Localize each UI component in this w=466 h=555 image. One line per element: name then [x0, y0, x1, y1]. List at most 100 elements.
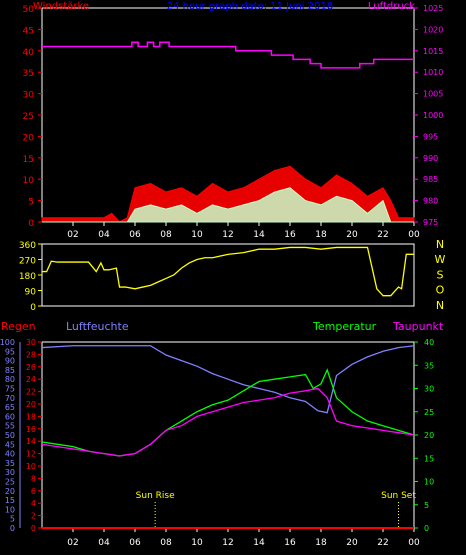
compass-label: S [437, 268, 444, 281]
compass-label: O [436, 284, 445, 297]
rain-tick-label: 18 [26, 412, 36, 421]
humidity-tick-label: 55 [5, 422, 15, 431]
rain-tick-label: 22 [26, 388, 36, 397]
humidity-tick-label: 65 [5, 403, 15, 412]
humidity-series [41, 345, 415, 414]
pressure-tick-label: 1000 [423, 111, 443, 120]
compass-label: N [436, 299, 444, 312]
wind-axis-title: Windstärke [33, 1, 89, 12]
temp-humidity-chart: Regen Luftfeuchte Temperatur Taupunkt 02… [0, 320, 444, 548]
time-tick-label: 12 [222, 538, 233, 548]
humidity-tick-label: 35 [5, 459, 15, 468]
temperature-tick-label: 30 [424, 385, 434, 394]
time-tick-label: 22 [377, 538, 388, 548]
rain-tick-label: 2 [31, 512, 36, 521]
pressure-tick-label: 990 [423, 154, 438, 163]
rain-tick-label: 4 [31, 499, 36, 508]
wind-tick-label: 15 [23, 155, 34, 165]
humidity-tick-label: 95 [5, 347, 15, 356]
humidity-tick-label: 45 [5, 440, 15, 449]
pressure-tick-label: 1025 [423, 4, 443, 13]
compass-label: N [436, 238, 444, 251]
direction-tick-label: 90 [25, 288, 37, 298]
rain-tick-label: 10 [26, 462, 36, 471]
pressure-tick-label: 1005 [423, 90, 443, 99]
pressure-tick-label: 985 [423, 175, 438, 184]
rain-tick-label: 0 [31, 524, 36, 533]
pressure-tick-label: 1015 [423, 47, 443, 56]
temperature-tick-label: 10 [424, 478, 434, 487]
time-tick-label: 06 [129, 538, 141, 548]
humidity-tick-label: 90 [5, 357, 15, 366]
time-tick-label: 12 [222, 230, 233, 240]
wind-series [42, 187, 414, 223]
rain-tick-label: 24 [26, 375, 36, 384]
rain-tick-label: 30 [26, 338, 36, 347]
humidity-tick-label: 40 [5, 450, 15, 459]
temperature-tick-label: 20 [424, 431, 434, 440]
time-tick-label: 10 [191, 230, 203, 240]
temp-humidity-frame [41, 341, 415, 529]
pressure-tick-label: 1020 [423, 25, 443, 34]
time-tick-label: 18 [315, 230, 327, 240]
humidity-tick-label: 10 [5, 505, 15, 514]
direction-tick-label: 360 [19, 241, 36, 251]
wind-direction-frame [41, 243, 415, 307]
wind-tick-label: 30 [23, 91, 35, 101]
temperature-series [41, 368, 415, 457]
humidity-tick-label: 75 [5, 385, 15, 394]
time-tick-label: 00 [408, 230, 420, 240]
compass-label: W [435, 253, 446, 266]
rain-tick-label: 12 [26, 450, 36, 459]
time-tick-label: 02 [67, 538, 78, 548]
pressure-tick-label: 1010 [423, 68, 443, 77]
temperature-tick-label: 0 [424, 524, 429, 533]
humidity-tick-label: 0 [10, 524, 15, 533]
time-tick-label: 14 [253, 230, 265, 240]
humidity-tick-label: 80 [5, 375, 15, 384]
direction-tick-label: 270 [19, 257, 36, 267]
pressure-tick-label: 980 [423, 197, 438, 206]
time-tick-label: 06 [129, 230, 141, 240]
humidity-axis-title: Luftfeuchte [66, 320, 129, 333]
time-tick-label: 22 [377, 230, 388, 240]
rain-tick-label: 20 [26, 400, 36, 409]
wind-tick-label: 50 [23, 5, 35, 15]
humidity-tick-label: 85 [5, 366, 15, 375]
time-tick-label: 04 [98, 230, 110, 240]
humidity-tick-label: 100 [0, 338, 15, 347]
wind-tick-label: 35 [23, 69, 34, 79]
time-tick-label: 14 [253, 538, 265, 548]
time-tick-label: 08 [160, 538, 172, 548]
rain-tick-label: 14 [26, 437, 36, 446]
time-tick-label: 20 [346, 230, 358, 240]
sun-marker-label: Sun Rise [136, 491, 175, 501]
pressure-tick-label: 995 [423, 132, 438, 141]
wind-tick-label: 5 [28, 198, 34, 208]
rain-tick-label: 6 [31, 487, 36, 496]
rain-tick-label: 16 [26, 425, 36, 434]
dewpoint-series [41, 387, 415, 457]
pressure-axis-title: Luftdruck [368, 1, 415, 12]
time-tick-label: 18 [315, 538, 327, 548]
rain-tick-label: 26 [26, 363, 36, 372]
time-tick-label: 20 [346, 538, 358, 548]
humidity-tick-label: 25 [5, 478, 15, 487]
wind-tick-label: 25 [23, 112, 34, 122]
rain-tick-label: 28 [26, 350, 36, 359]
temperature-tick-label: 35 [424, 361, 434, 370]
humidity-tick-label: 60 [5, 412, 15, 421]
dewpoint-axis-title: Taupunkt [392, 320, 444, 333]
pressure-tick-label: 975 [423, 218, 438, 227]
humidity-tick-label: 30 [5, 468, 15, 477]
time-tick-label: 16 [284, 538, 296, 548]
wind-tick-label: 10 [23, 176, 35, 186]
temperature-tick-label: 15 [424, 454, 434, 463]
temperature-axis-title: Temperatur [312, 320, 377, 333]
rain-axis-title: Regen [1, 320, 36, 333]
time-tick-label: 00 [408, 538, 420, 548]
humidity-tick-label: 5 [10, 515, 15, 524]
wind-tick-label: 0 [28, 219, 34, 229]
